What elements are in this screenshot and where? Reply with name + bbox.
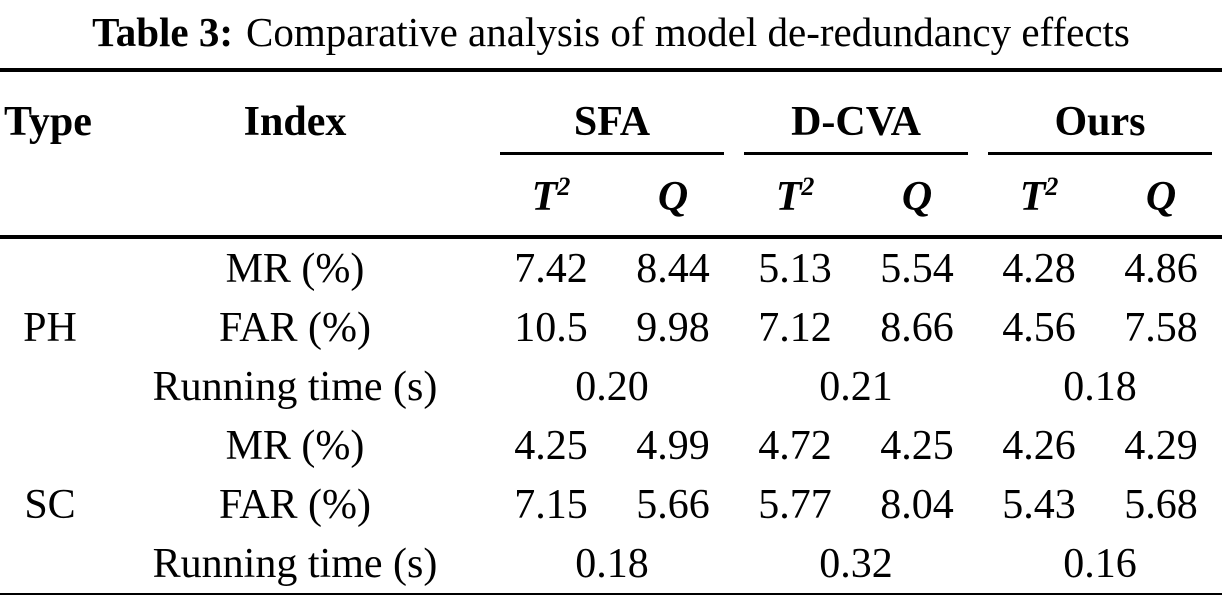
value-cell: 4.72 (758, 422, 832, 469)
header-row-subcols: T2 Q T2 Q T2 Q (0, 158, 1222, 239)
value-cell: 4.26 (1002, 422, 1076, 469)
row-group-type-sc: SC (24, 481, 76, 528)
comparison-table: Type Index SFA D-CVA Ours T2 (0, 68, 1222, 595)
value-cell-span: 0.16 (1063, 540, 1137, 587)
table-row-ph-runtime: Running time (s) 0.20 0.21 0.18 (0, 357, 1222, 416)
value-cell: 7.42 (514, 245, 588, 292)
col-header-type: Type (4, 99, 92, 145)
row-label-ph-mr: MR (%) (225, 245, 365, 292)
value-cell: 5.54 (880, 245, 954, 292)
header-row-groups: Type Index SFA D-CVA Ours (0, 70, 1222, 158)
subcol-t2-ours: T2 (978, 158, 1101, 239)
value-cell: 8.44 (636, 245, 710, 292)
group-label-ours: Ours (1054, 99, 1146, 145)
value-cell: 5.77 (758, 481, 832, 528)
col-header-index: Index (243, 99, 347, 145)
row-label-sc-far: FAR (%) (218, 481, 372, 528)
col-group-ours: Ours (978, 70, 1222, 158)
value-cell: 7.12 (758, 304, 832, 351)
col-group-dcva: D-CVA (734, 70, 978, 158)
subcol-t2-sfa: T2 (490, 158, 612, 239)
table-caption-label: Table 3: (92, 9, 234, 55)
row-label-sc-runtime: Running time (s) (152, 540, 438, 587)
value-cell: 9.98 (636, 304, 710, 351)
value-cell: 4.56 (1002, 304, 1076, 351)
cmidrule-sfa (500, 152, 725, 155)
value-cell: 5.68 (1124, 481, 1198, 528)
table-row-ph-mr: PH MR (%) 7.42 8.44 5.13 5.54 4.28 4.86 (0, 237, 1222, 349)
value-cell: 5.13 (758, 245, 832, 292)
value-cell-span: 0.21 (819, 363, 893, 410)
subcol-t2-dcva: T2 (734, 158, 857, 239)
table-caption-text: Comparative analysis of model de-redunda… (246, 9, 1130, 55)
cmidrule-dcva (744, 152, 969, 155)
value-cell: 7.58 (1124, 304, 1198, 351)
cmidrule-ours (988, 152, 1213, 155)
subcol-q-dcva: Q (856, 158, 979, 239)
row-label-ph-far: FAR (%) (218, 304, 372, 351)
value-cell-span: 0.20 (575, 363, 649, 410)
value-cell: 4.28 (1002, 245, 1076, 292)
group-label-dcva: D-CVA (791, 99, 921, 145)
value-cell: 7.15 (514, 481, 588, 528)
row-label-ph-runtime: Running time (s) (152, 363, 438, 410)
value-cell: 8.04 (880, 481, 954, 528)
subcol-q-sfa: Q (612, 158, 735, 239)
value-cell: 4.25 (880, 422, 954, 469)
value-cell: 4.25 (514, 422, 588, 469)
row-label-sc-mr: MR (%) (225, 422, 365, 469)
value-cell: 5.43 (1002, 481, 1076, 528)
value-cell: 4.86 (1124, 245, 1198, 292)
value-cell: 10.5 (514, 304, 588, 351)
value-cell: 5.66 (636, 481, 710, 528)
value-cell-span: 0.18 (1063, 363, 1137, 410)
subcol-spacer-type (0, 158, 100, 239)
col-group-sfa: SFA (490, 70, 734, 158)
value-cell: 8.66 (880, 304, 954, 351)
value-cell: 4.29 (1124, 422, 1198, 469)
row-group-type-ph: PH (23, 304, 77, 351)
subcol-spacer-index (100, 158, 490, 239)
table-row-sc-far: FAR (%) 7.15 5.66 5.77 8.04 5.43 5.68 (0, 475, 1222, 534)
value-cell-span: 0.32 (819, 540, 893, 587)
table-row-sc-mr: SC MR (%) 4.25 4.99 4.72 4.25 4.26 4.29 (0, 416, 1222, 526)
table-row-ph-far: FAR (%) 10.5 9.98 7.12 8.66 4.56 7.58 (0, 298, 1222, 357)
value-cell-span: 0.18 (575, 540, 649, 587)
value-cell: 4.99 (636, 422, 710, 469)
table-caption: Table 3: Comparative analysis of model de… (0, 0, 1222, 68)
subcol-q-ours: Q (1100, 158, 1222, 239)
table-row-sc-runtime: Running time (s) 0.18 0.32 0.16 (0, 534, 1222, 595)
group-label-sfa: SFA (573, 99, 651, 145)
